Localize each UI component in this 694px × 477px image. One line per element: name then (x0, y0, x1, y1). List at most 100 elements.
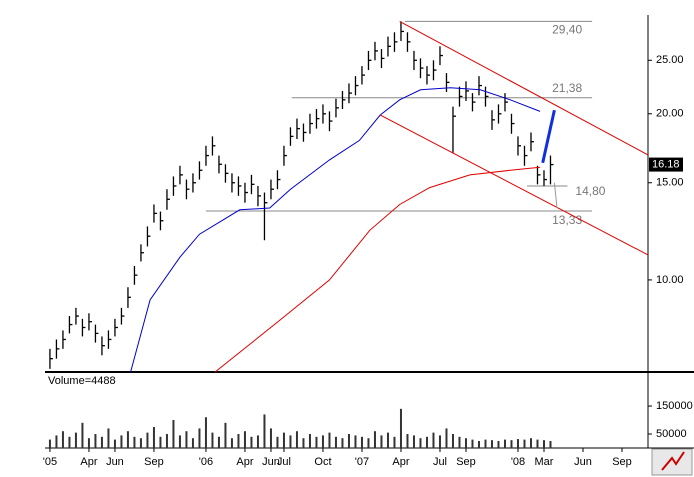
volume-bar (503, 439, 506, 448)
volume-bar (360, 436, 363, 448)
corner-icon-arrow (661, 451, 685, 471)
volume-bar (250, 436, 253, 448)
x-tick-label: Apr (236, 456, 253, 468)
volume-bar (373, 431, 376, 448)
volume-bar (94, 434, 97, 448)
volume-bar (302, 438, 305, 448)
volume-bar (230, 438, 233, 448)
level-label: 14,80 (575, 184, 605, 198)
volume-bar (289, 435, 292, 448)
volume-bar (497, 441, 500, 448)
y-tick-label: 50000 (656, 428, 687, 440)
volume-bar (393, 436, 396, 448)
volume-bar (354, 435, 357, 448)
volume-bar (146, 432, 149, 448)
volume-bar (191, 438, 194, 448)
x-tick-label: Apr (80, 456, 97, 468)
volume-bar (341, 438, 344, 448)
level-label: 29,40 (552, 23, 582, 37)
indicator-line (541, 109, 556, 164)
last-price-box (649, 157, 683, 172)
x-tick-label: Apr (392, 456, 409, 468)
y-tick-label: 10.00 (656, 274, 684, 286)
volume-bar (198, 428, 201, 448)
x-tick-label: '07 (355, 456, 369, 468)
volume-bar (237, 434, 240, 448)
y-tick-label: 20.00 (656, 108, 684, 120)
volume-bar (549, 441, 552, 448)
volume-bar (152, 427, 155, 448)
volume-bar (542, 440, 545, 448)
corner-icon[interactable] (651, 448, 693, 476)
volume-bar (516, 439, 519, 448)
volume-bar (529, 438, 532, 448)
last-price-label: 16.18 (652, 158, 680, 170)
volume-bar (451, 434, 454, 448)
x-tick-label: Jun (574, 456, 592, 468)
volume-title: Volume=4488 (48, 375, 116, 387)
y-tick-label: 15.00 (656, 177, 684, 189)
volume-bar (217, 436, 220, 448)
volume-bar (126, 431, 129, 448)
volume-bar (412, 435, 415, 448)
level-label: 13,33 (552, 213, 582, 227)
volume-bar (120, 435, 123, 448)
volume-bar (406, 434, 409, 448)
volume-bar (536, 439, 539, 448)
volume-bar (386, 432, 389, 448)
volume-bar (87, 438, 90, 448)
volume-bar (48, 439, 51, 448)
volume-bar (347, 434, 350, 448)
volume-bar (438, 435, 441, 448)
volume-bar (61, 431, 64, 448)
volume-bar (295, 431, 298, 448)
x-tick-label: Jul (433, 456, 447, 468)
indicator-line (553, 182, 558, 209)
volume-bar (367, 438, 370, 448)
x-tick-label: '06 (199, 456, 213, 468)
volume-bar (523, 439, 526, 448)
volume-bar (282, 432, 285, 448)
indicator-line (379, 114, 649, 256)
volume-bar (243, 431, 246, 448)
volume-bar (133, 436, 136, 448)
indicator-line (214, 166, 541, 373)
volume-bar (471, 439, 474, 448)
volume-bar (328, 432, 331, 448)
volume-bar (276, 436, 279, 448)
level-label: 21,38 (552, 81, 582, 95)
volume-bar (256, 435, 259, 448)
volume-bar (139, 438, 142, 448)
volume-bar (74, 432, 77, 448)
volume-bar (204, 417, 207, 448)
volume-bar (477, 441, 480, 448)
volume-bar (68, 436, 71, 448)
x-tick-label: Sep (456, 456, 476, 468)
volume-bar (334, 436, 337, 448)
volume-bar (100, 436, 103, 448)
volume-bar (178, 435, 181, 448)
x-tick-label: Sep (144, 456, 164, 468)
volume-bar (315, 436, 318, 448)
y-tick-label: 150000 (656, 400, 693, 412)
volume-bar (172, 420, 175, 448)
volume-bar (55, 435, 58, 448)
volume-bar (224, 422, 227, 448)
volume-bar (380, 435, 383, 448)
volume-bar (484, 439, 487, 448)
volume-bar (81, 422, 84, 448)
volume-bar (269, 428, 272, 448)
volume-bar (159, 436, 162, 448)
x-tick-label: Jul (277, 456, 291, 468)
volume-bar (113, 439, 116, 448)
volume-bar (445, 428, 448, 448)
volume-bar (432, 432, 435, 448)
y-tick-label: 25.00 (656, 54, 684, 66)
volume-bar (165, 434, 168, 448)
x-tick-label: Jun (262, 456, 280, 468)
volume-bar (321, 435, 324, 448)
x-tick-label: Mar (535, 456, 554, 468)
x-tick-label: Jun (106, 456, 124, 468)
x-tick-label: '05 (43, 456, 57, 468)
volume-bar (490, 440, 493, 448)
